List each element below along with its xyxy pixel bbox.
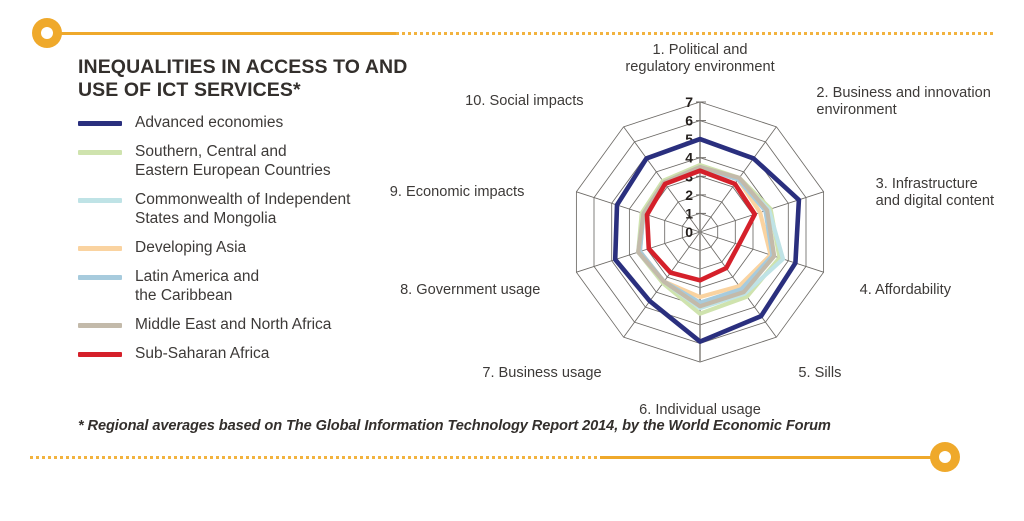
- grid-spoke: [576, 191, 701, 233]
- tick-label: 7: [685, 94, 693, 110]
- legend-swatch: [78, 246, 122, 251]
- series-polygon: [612, 136, 802, 344]
- legend-label: Commonwealth of Independent States and M…: [135, 191, 351, 227]
- decor-ring-bottom-right: [930, 442, 960, 472]
- top-rule-dotted: [396, 32, 996, 35]
- legend-swatch: [78, 323, 122, 328]
- bottom-rule: [0, 440, 1024, 474]
- tick-label: 1: [685, 205, 693, 221]
- series-polygon: [644, 168, 758, 283]
- series-polygon: [636, 164, 777, 309]
- legend-item: Southern, Central and Eastern European C…: [78, 142, 418, 180]
- tick-label: 5: [685, 131, 693, 147]
- tick-label: 6: [685, 113, 693, 129]
- legend-swatch: [78, 198, 122, 203]
- top-rule-solid: [60, 32, 396, 35]
- legend-label: Middle East and North Africa: [135, 316, 332, 333]
- legend-label: Developing Asia: [135, 239, 247, 256]
- legend-swatch: [78, 275, 122, 280]
- bottom-rule-solid: [600, 456, 945, 459]
- legend-label: Sub-Saharan Africa: [135, 345, 270, 362]
- legend-item: Advanced economies: [78, 113, 418, 132]
- legend-label: Advanced economies: [135, 114, 284, 131]
- bottom-rule-dotted: [30, 456, 600, 459]
- axis-category-label: 1. Political and regulatory environment: [625, 42, 774, 75]
- legend-item: Developing Asia: [78, 238, 418, 257]
- legend-item: Latin America and the Caribbean: [78, 267, 418, 305]
- page-title: INEQUALITIES IN ACCESS TO AND USE OF ICT…: [78, 56, 408, 101]
- axis-category-label: 4. Affordability: [860, 282, 952, 298]
- grid-spoke: [699, 231, 824, 273]
- legend-item: Commonwealth of Independent States and M…: [78, 190, 418, 228]
- tick-label: 0: [685, 224, 693, 240]
- legend: Advanced economies Southern, Central and …: [78, 113, 418, 373]
- axis-category-label: 7. Business usage: [482, 365, 601, 381]
- legend-item: Sub-Saharan Africa: [78, 344, 418, 363]
- axis-category-label: 10. Social impacts: [465, 93, 583, 109]
- footnote: * Regional averages based on The Global …: [78, 418, 831, 434]
- axis-category-label: 2. Business and innovation environment: [816, 85, 990, 118]
- legend-swatch: [78, 121, 122, 126]
- decor-ring-top-left: [32, 18, 62, 48]
- axis-category-label: 6. Individual usage: [639, 402, 761, 418]
- tick-label: 4: [685, 150, 693, 166]
- axis-category-label: 9. Economic impacts: [390, 184, 525, 200]
- axis-category-label: 8. Government usage: [400, 282, 540, 298]
- axis-category-label: 5. Sills: [798, 365, 841, 381]
- axis-category-label: 3. Infrastructure and digital content: [876, 176, 994, 209]
- legend-label: Southern, Central and Eastern European C…: [135, 143, 331, 179]
- legend-swatch: [78, 150, 122, 155]
- legend-swatch: [78, 352, 122, 357]
- radar-chart: 0 1 2 3 4 5 6 7 1. Political and regulatory envir…: [390, 42, 1024, 418]
- tick-label: 2: [685, 187, 693, 203]
- top-rule: [0, 16, 1024, 50]
- legend-item: Middle East and North Africa: [78, 315, 418, 334]
- legend-label: Latin America and the Caribbean: [135, 268, 260, 304]
